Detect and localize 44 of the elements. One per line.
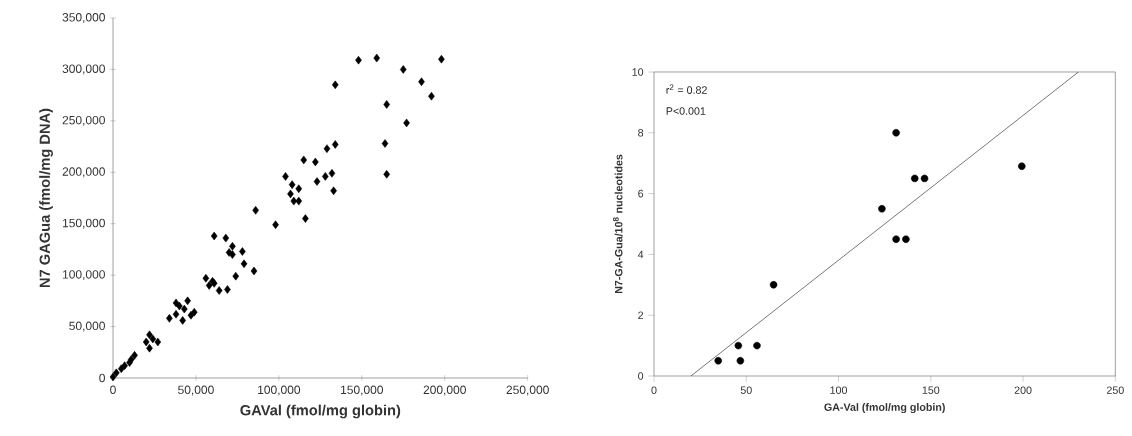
y-tick-label: 10 <box>632 68 644 76</box>
y-tick-label: 2 <box>638 311 644 319</box>
point <box>892 235 900 243</box>
x-tick-label: 0 <box>110 385 116 395</box>
y-axis-title: N7-GA-Gua/10$^{8}$ nucleotides <box>613 154 623 294</box>
x-tick-label: 200,000 <box>423 385 466 396</box>
point <box>734 341 743 350</box>
point <box>902 235 910 243</box>
x-tick-label: 50,000 <box>178 385 214 396</box>
point <box>769 281 778 289</box>
y-tick-label: 200,000 <box>62 167 105 178</box>
x-tick-label: 150,000 <box>341 385 384 396</box>
point <box>920 174 929 183</box>
x-tick-label: 100 <box>830 386 848 394</box>
point <box>714 357 722 365</box>
x-tick-label: 150 <box>922 386 940 394</box>
y-tick-label: 350,000 <box>62 13 105 23</box>
y-tick-label: 8 <box>638 129 644 137</box>
point <box>911 174 919 183</box>
y-tick-label: 0 <box>638 372 644 380</box>
y-tick-label: 4 <box>637 250 644 259</box>
point <box>736 357 745 365</box>
point <box>878 205 886 213</box>
y-tick-label: 0 <box>99 373 105 383</box>
annotation: r$^{2}$ = 0.82 <box>666 84 707 94</box>
y-tick-label: 50,000 <box>69 321 105 332</box>
point <box>1018 162 1026 170</box>
y-tick-label: 100,000 <box>62 270 105 281</box>
x-tick-label: 50 <box>740 386 752 394</box>
x-axis-title: GAVal (fmol/mg globin) <box>240 404 401 419</box>
y-tick-label: 6 <box>638 189 644 198</box>
annotation: P<0.001 <box>666 107 706 115</box>
y-tick-label: 250,000 <box>62 115 105 126</box>
point <box>892 129 900 137</box>
y-axis-title: N7 GAGua (fmol/mg DNA) <box>39 108 53 288</box>
y-tick-label: 150,000 <box>62 218 105 229</box>
x-tick-label: 250 <box>1106 386 1124 394</box>
x-axis-title: GA-Val (fmol/mg globin) <box>824 403 945 414</box>
x-tick-label: 250,000 <box>506 385 549 396</box>
x-tick-label: 100,000 <box>258 385 301 396</box>
y-tick-label: 300,000 <box>62 64 105 75</box>
point <box>753 341 761 350</box>
x-tick-label: 200 <box>1014 386 1032 394</box>
x-tick-label: 0 <box>651 386 657 394</box>
